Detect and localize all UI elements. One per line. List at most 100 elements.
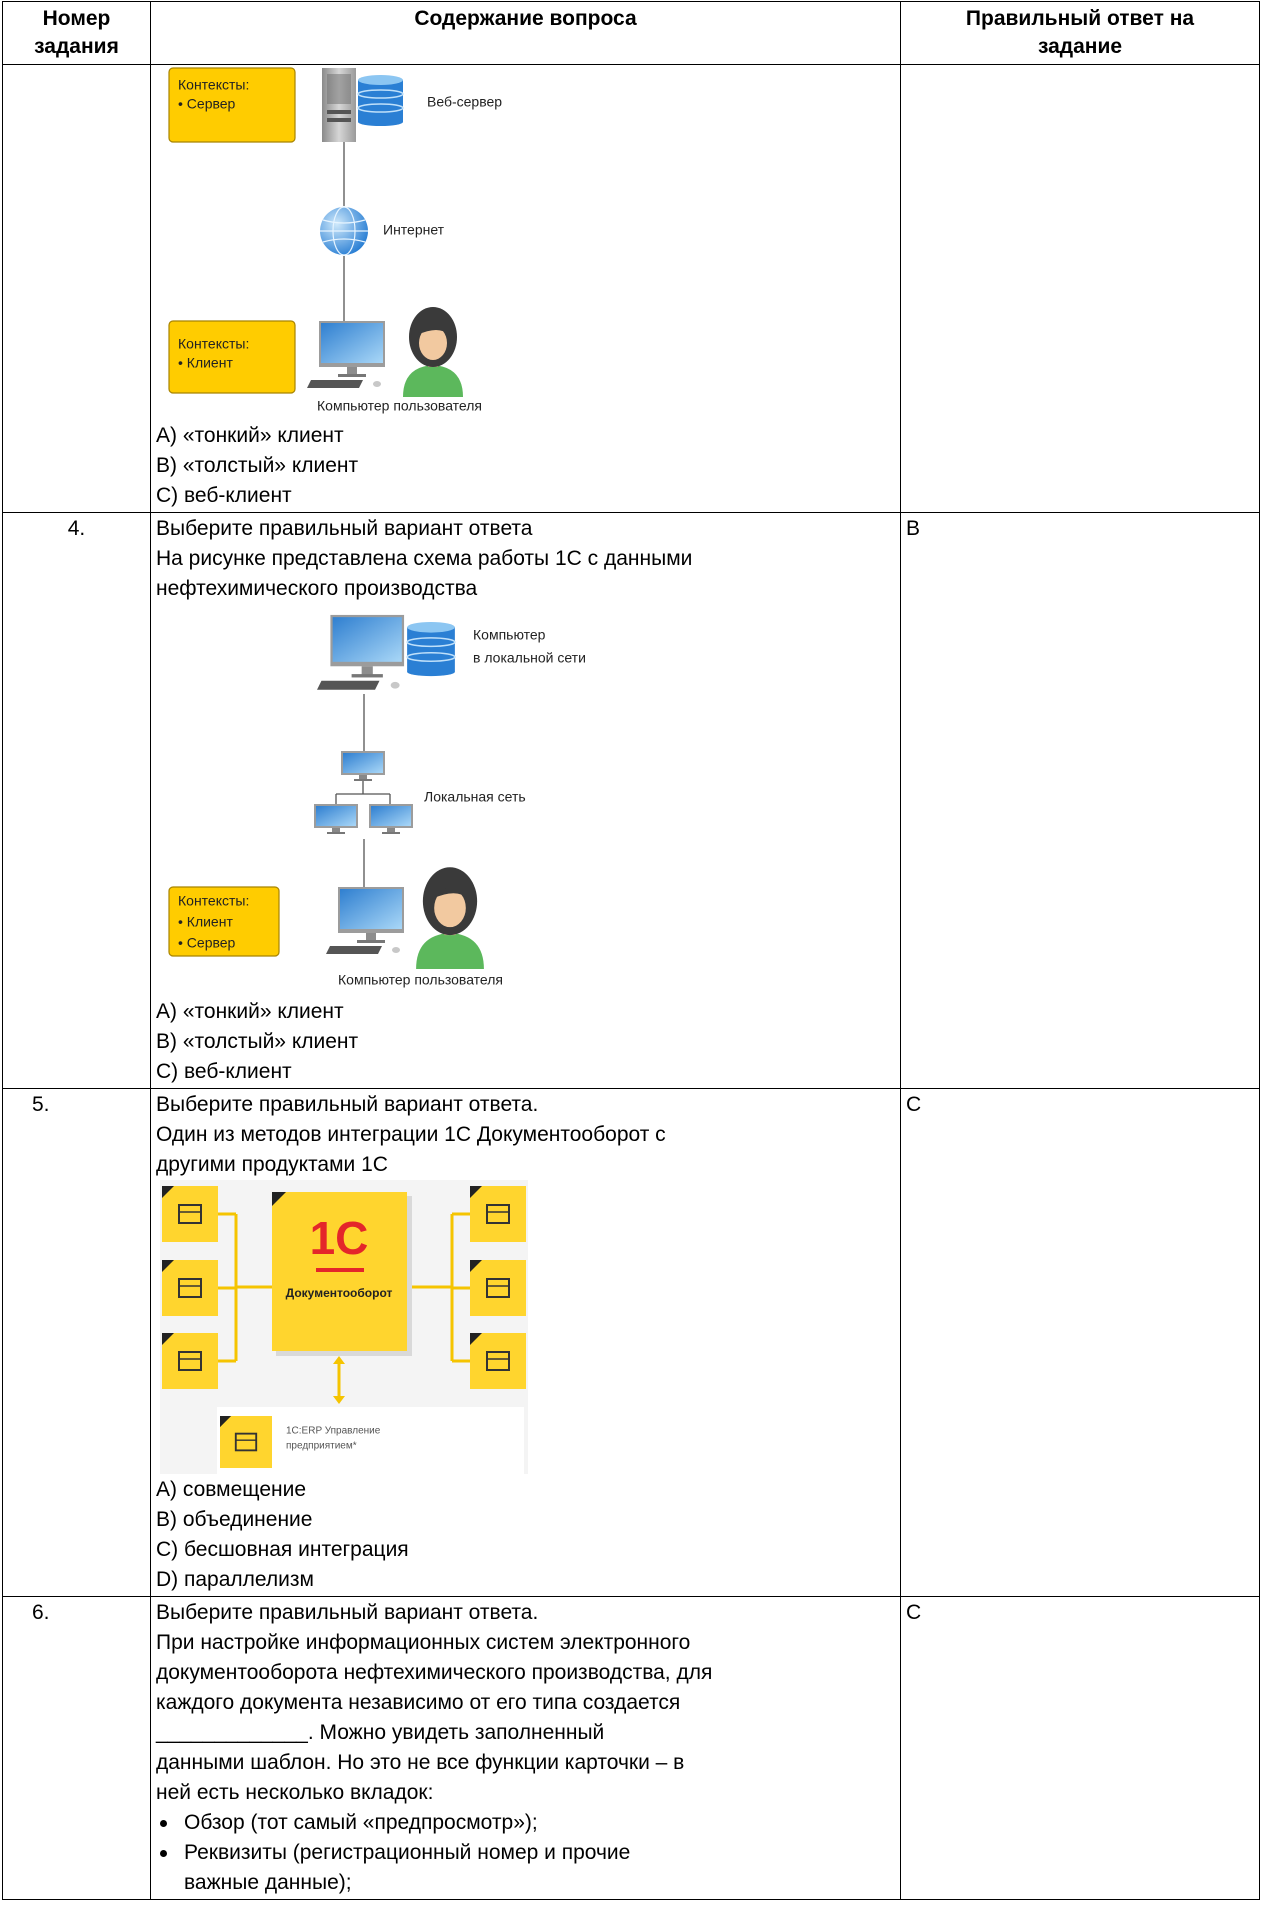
header-cell: Содержание вопроса	[150, 1, 901, 65]
diagram-label: Локальная сеть	[424, 789, 526, 805]
diagram-label: Контексты:	[178, 77, 249, 93]
diagram-label: Контексты:	[178, 336, 249, 352]
correct-answer: C	[906, 1093, 922, 1116]
product-tile	[162, 1333, 218, 1389]
header-line: задания	[34, 35, 119, 58]
arrow-head	[333, 1396, 345, 1404]
table-row: 4. Выберите правильный вариант ответа На р…	[2, 512, 1260, 1089]
header-cell: Правильный ответ на задание	[900, 1, 1260, 65]
diagram-label: • Клиент	[178, 914, 233, 930]
answer-option: D) параллелизм	[156, 1568, 314, 1591]
answer-option: C) веб-клиент	[156, 1060, 292, 1083]
server-icon	[322, 68, 356, 142]
diagram-label: Компьютер пользователя	[338, 972, 503, 988]
logo-stripe	[316, 1268, 364, 1272]
monitor-icon	[326, 887, 404, 954]
globe-icon	[319, 206, 369, 256]
question-line: документооборота нефтехимического произв…	[156, 1661, 713, 1684]
answer-cell: C	[900, 1596, 1260, 1900]
answer-cell	[900, 64, 1260, 513]
product-tile	[470, 1186, 526, 1242]
bullet-line: важные данные);	[184, 1871, 352, 1894]
question-cell: Контексты: • Сервер Веб-сервер Интернет Конт…	[150, 64, 901, 513]
context-box	[168, 67, 296, 143]
question-line: Выберите правильный вариант ответа.	[156, 1093, 539, 1116]
diagram-label: 1С:ERP Управление	[286, 1426, 381, 1437]
diagram: Контексты: • Сервер Веб-сервер Интернет Конт…	[168, 67, 502, 414]
bullet-item: Реквизиты (регистрационный номер и прочи…	[156, 1838, 895, 1898]
diagram-label: в локальной сети	[473, 650, 586, 666]
correct-answer: B	[906, 517, 921, 540]
bullet-item: Обзор (тот самый «предпросмотр»);	[156, 1808, 895, 1838]
answer-option: A) «тонкий» клиент	[156, 424, 344, 447]
context-box	[168, 320, 296, 394]
monitor-icon	[307, 321, 385, 388]
user-icon	[403, 307, 463, 397]
task-number: 6.	[32, 1601, 50, 1624]
answer-option: C) бесшовная интеграция	[156, 1538, 409, 1561]
table-row: Контексты: • Сервер Веб-сервер Интернет Конт…	[2, 64, 1260, 513]
network-icon	[314, 804, 358, 834]
diagram-label: Контексты:	[178, 893, 249, 909]
table-body: Контексты: • Сервер Веб-сервер Интернет Конт…	[2, 64, 1260, 1900]
answer-option: B) «толстый» клиент	[156, 1030, 359, 1053]
question-line: ней есть несколько вкладок:	[156, 1781, 434, 1804]
question-line: _____________. Можно увидеть заполненный	[156, 1721, 605, 1744]
tile-corner	[272, 1192, 286, 1206]
diagram-label: • Сервер	[178, 96, 236, 112]
diagram-label: предприятием*	[286, 1441, 357, 1452]
user-icon	[416, 867, 484, 969]
diagram: Компьютер в локальной сети Локальная сеть К…	[168, 614, 586, 988]
product-tile	[470, 1260, 526, 1316]
question-line: данными шаблон. Но это не все функции ка…	[156, 1751, 685, 1774]
diagram-label: Интернет	[383, 222, 445, 238]
network-icon	[369, 804, 413, 834]
answer-option: A) совмещение	[156, 1478, 307, 1501]
arrow-head	[333, 1356, 345, 1364]
product-tile	[220, 1416, 272, 1468]
header-line: Содержание вопроса	[414, 7, 637, 30]
question-cell: Выберите правильный вариант ответа. При н…	[150, 1596, 901, 1900]
header-line: Правильный ответ на	[965, 7, 1195, 30]
question-line: При настройке информационных систем элек…	[156, 1631, 691, 1654]
answer-option: C) веб-клиент	[156, 484, 292, 507]
header-line: задание	[1037, 35, 1123, 58]
question-cell: Выберите правильный вариант ответа. Один …	[150, 1088, 901, 1597]
context-box	[168, 886, 280, 957]
diagram-label: • Клиент	[178, 355, 233, 371]
number-cell: 5.	[2, 1088, 151, 1597]
question-line: нефтехимического производства	[156, 577, 478, 600]
answer-option: B) «толстый» клиент	[156, 454, 359, 477]
bullet-dot	[160, 1850, 167, 1857]
answer-option: A) «тонкий» клиент	[156, 1000, 344, 1023]
monitor-icon	[317, 614, 405, 690]
question-line: На рисунке представлена схема работы 1С …	[156, 547, 693, 570]
answer-option: B) объединение	[156, 1508, 313, 1531]
task-number: 4.	[67, 517, 86, 540]
network-icon	[341, 751, 385, 781]
header-row: Номер задания Содержание вопроса Правильный…	[2, 1, 1260, 65]
number-cell: 4.	[2, 512, 151, 1089]
table-row: 6. Выберите правильный вариант ответа. При…	[2, 1596, 1260, 1900]
database-icon	[357, 74, 404, 126]
question-line: каждого документа независимо от его типа…	[156, 1691, 681, 1714]
diagram: 1С Документооборот 1С:ERP Управление предпр…	[160, 1180, 528, 1474]
question-line: Один из методов интеграции 1С Документоо…	[156, 1123, 666, 1146]
question-line: другими продуктами 1С	[156, 1153, 388, 1176]
number-cell: 6.	[2, 1596, 151, 1900]
logo: 1С	[310, 1212, 369, 1264]
diagram-label: Компьютер	[473, 627, 546, 643]
task-number: 5.	[32, 1093, 50, 1116]
bullet-line: Обзор (тот самый «предпросмотр»);	[184, 1811, 538, 1834]
database-icon	[406, 621, 456, 678]
product-tile	[470, 1333, 526, 1389]
number-cell	[2, 64, 151, 513]
bullet-dot	[160, 1820, 167, 1827]
header-cell: Номер задания	[2, 1, 151, 65]
product-tile	[162, 1186, 218, 1242]
question-line: Выберите правильный вариант ответа.	[156, 1601, 539, 1624]
product-tile	[162, 1260, 218, 1316]
diagram-label: • Сервер	[178, 935, 236, 951]
